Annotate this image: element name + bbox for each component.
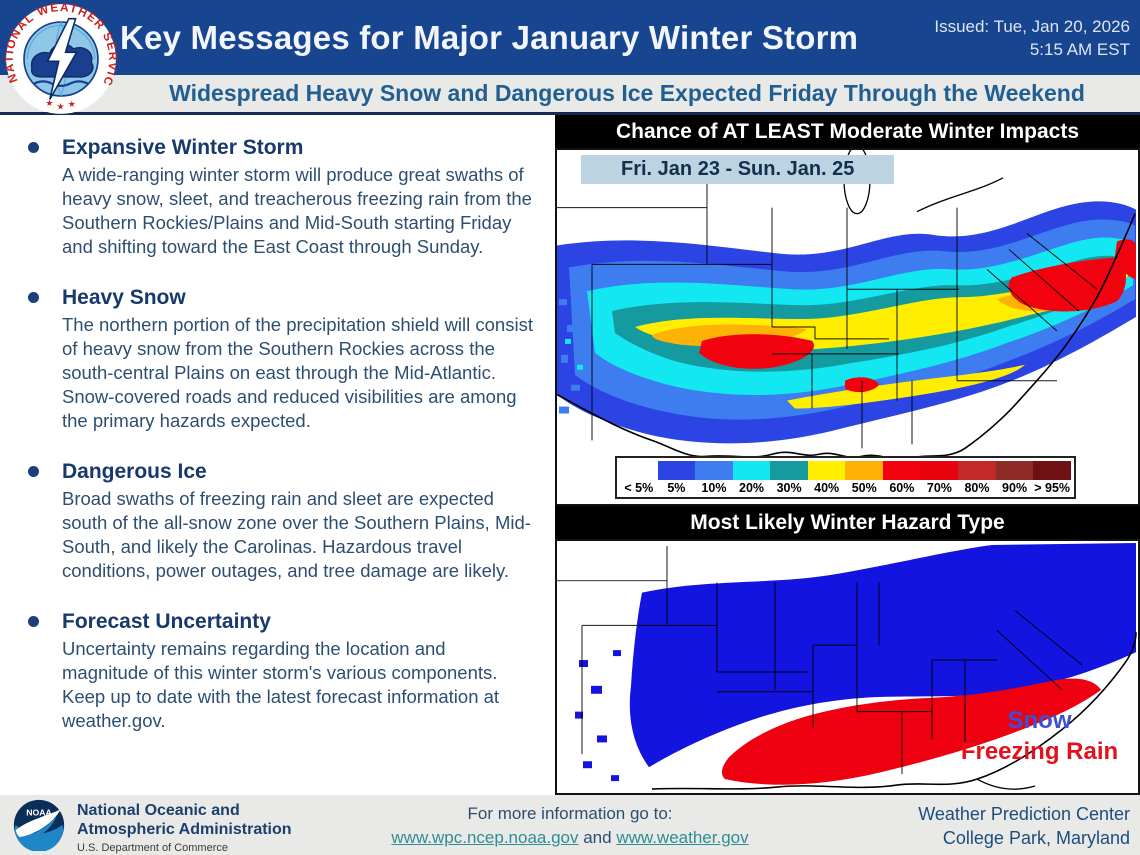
legend-swatch <box>845 461 884 480</box>
issued-time: 5:15 AM EST <box>1029 40 1130 59</box>
link-joiner: and <box>578 828 617 847</box>
legend-label: > 95% <box>1034 481 1071 495</box>
legend-label: 70% <box>926 481 952 495</box>
footer-bar: NOAA National Oceanic and Atmospheric Ad… <box>0 795 1140 855</box>
impact-map-graphic <box>557 150 1138 504</box>
noaa-department: U.S. Department of Commerce <box>77 842 228 854</box>
message-body: A wide-ranging winter storm will produce… <box>62 164 532 257</box>
wpc-office-name: Weather Prediction Center <box>918 804 1130 824</box>
bullet-icon <box>28 466 39 477</box>
hazard-legend-labels: Snow Freezing Rain <box>947 705 1132 767</box>
legend-swatch <box>695 461 733 480</box>
impact-map: Fri. Jan 23 - Sun. Jan. 25 < 5% 5% 10% 20% 3… <box>555 148 1140 506</box>
noaa-name-line2: Atmospheric Administration <box>77 821 292 838</box>
key-message-item: Dangerous Ice Broad swaths of freezing r… <box>28 459 531 583</box>
legend-swatch <box>620 461 658 480</box>
legend-cell: 40% <box>807 461 846 496</box>
message-heading: Heavy Snow <box>62 286 186 309</box>
page-title: Key Messages for Major January Winter St… <box>120 19 859 56</box>
legend-cell: 30% <box>770 461 808 496</box>
snow-label: Snow <box>1007 707 1072 734</box>
legend-cell: 70% <box>920 461 959 496</box>
key-messages-list: Expansive Winter Storm A wide-ranging wi… <box>0 115 555 795</box>
legend-label: 90% <box>1002 481 1028 495</box>
legend-label: 50% <box>851 481 877 495</box>
legend-swatch <box>657 461 696 480</box>
hazard-map: Snow Freezing Rain <box>555 539 1140 795</box>
date-range-chip: Fri. Jan 23 - Sun. Jan. 25 <box>581 155 895 184</box>
legend-swatch <box>883 461 921 480</box>
legend-cell: < 5% <box>620 461 658 496</box>
subtitle-bar: Widespread Heavy Snow and Dangerous Ice … <box>0 75 1140 115</box>
hazard-map-graphic <box>557 541 1138 793</box>
impact-probability-map-panel: Chance of AT LEAST Moderate Winter Impac… <box>555 115 1140 506</box>
legend-label: 5% <box>667 481 686 495</box>
message-heading: Expansive Winter Storm <box>62 136 304 159</box>
legend-label: 40% <box>814 481 840 495</box>
legend-cell: 10% <box>695 461 733 496</box>
weather-gov-link[interactable]: www.weather.gov <box>616 828 749 847</box>
svg-text:★: ★ <box>45 98 53 108</box>
noaa-name-line1: National Oceanic and <box>77 802 240 819</box>
legend-label: 80% <box>964 481 990 495</box>
key-message-item: Expansive Winter Storm A wide-ranging wi… <box>28 135 532 259</box>
key-message-item: Forecast Uncertainty Uncertainty remains… <box>28 609 530 733</box>
legend-swatch <box>920 461 959 480</box>
noaa-logo-icon: NOAA <box>13 799 65 852</box>
legend-swatch <box>1033 461 1071 480</box>
nws-logo-icon: NATIONAL WEATHER SERVICE ★ ★ ★ <box>0 0 118 115</box>
footer-info: For more information go to: www.wpc.ncep… <box>335 802 805 850</box>
footer-info-line: For more information go to: <box>467 804 673 823</box>
hazard-type-map-panel: Most Likely Winter Hazard Type <box>555 506 1140 795</box>
footer-links-line: www.wpc.ncep.noaa.gov and www.weather.go… <box>335 826 805 850</box>
legend-cell: 50% <box>845 461 884 496</box>
legend-swatch <box>770 461 808 480</box>
legend-label: 20% <box>739 481 765 495</box>
freezing-rain-label: Freezing Rain <box>960 738 1119 765</box>
message-body: Broad swaths of freezing rain and sleet … <box>62 488 531 581</box>
legend-swatch <box>995 461 1034 480</box>
wpc-office-location: College Park, Maryland <box>942 828 1130 848</box>
legend-label: < 5% <box>624 481 654 495</box>
impact-map-title: Chance of AT LEAST Moderate Winter Impac… <box>555 115 1140 148</box>
wpc-office-info: Weather Prediction Center College Park, … <box>918 802 1130 850</box>
bullet-icon <box>28 292 39 303</box>
message-heading: Dangerous Ice <box>62 460 207 483</box>
issued-date: Issued: Tue, Jan 20, 2026 <box>934 17 1130 36</box>
legend-label: 10% <box>701 481 727 495</box>
legend-swatch <box>807 461 846 480</box>
impact-legend: < 5% 5% 10% 20% 30% 40% 50% 60% 70% 80% 90% > 95% <box>615 456 1076 499</box>
legend-cell: 60% <box>883 461 921 496</box>
noaa-agency-name: National Oceanic and Atmospheric Adminis… <box>77 801 292 854</box>
legend-cell: 80% <box>958 461 996 496</box>
legend-cell: 90% <box>995 461 1034 496</box>
legend-label: 30% <box>776 481 802 495</box>
legend-cell: 5% <box>657 461 696 496</box>
legend-swatch <box>958 461 996 480</box>
svg-text:NOAA: NOAA <box>26 807 52 817</box>
message-heading: Forecast Uncertainty <box>62 610 271 633</box>
bullet-icon <box>28 142 39 153</box>
hazard-map-title: Most Likely Winter Hazard Type <box>555 506 1140 539</box>
issued-timestamp: Issued: Tue, Jan 20, 2026 5:15 AM EST <box>934 15 1130 61</box>
message-body: The northern portion of the precipitatio… <box>62 314 533 431</box>
legend-cell: 20% <box>732 461 771 496</box>
maps-column: Chance of AT LEAST Moderate Winter Impac… <box>555 115 1140 795</box>
header-bar: Key Messages for Major January Winter St… <box>0 0 1140 75</box>
legend-label: 60% <box>889 481 915 495</box>
subtitle-text: Widespread Heavy Snow and Dangerous Ice … <box>169 80 1085 106</box>
svg-text:★: ★ <box>57 101 65 111</box>
legend-swatch <box>732 461 771 480</box>
bullet-icon <box>28 616 39 627</box>
wpc-link[interactable]: www.wpc.ncep.noaa.gov <box>391 828 579 847</box>
key-message-item: Heavy Snow The northern portion of the p… <box>28 285 533 433</box>
message-body: Uncertainty remains regarding the locati… <box>62 638 500 731</box>
svg-text:★: ★ <box>68 99 76 109</box>
legend-cell: > 95% <box>1033 461 1071 496</box>
